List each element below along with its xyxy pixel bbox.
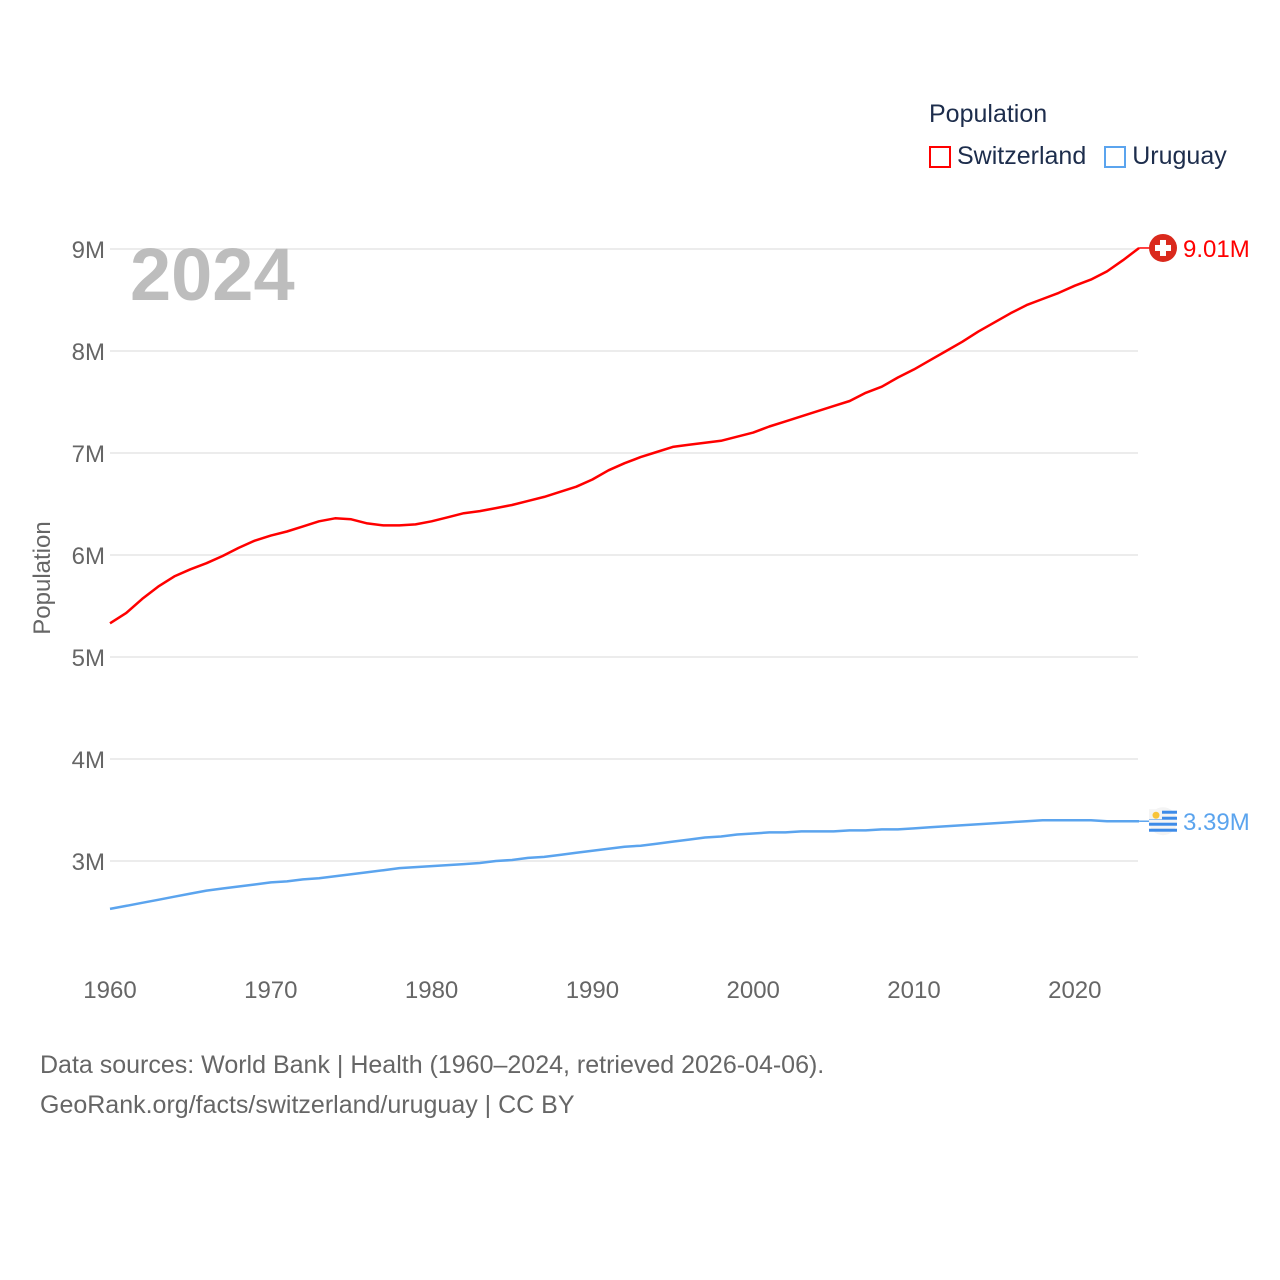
x-tick-label: 1980: [405, 977, 458, 1004]
y-tick-label: 8M: [72, 339, 105, 366]
series-line-switzerland: [109, 247, 1140, 625]
year-overlay: 2024: [130, 233, 295, 316]
x-tick-label: 1960: [83, 977, 136, 1004]
legend-item-switzerland[interactable]: Switzerland: [929, 142, 1086, 171]
legend-swatch: [929, 145, 951, 168]
y-tick-label: 7M: [72, 441, 105, 468]
uruguay-flag-icon: [1149, 807, 1177, 836]
end-value-label: 3.39M: [1183, 809, 1250, 836]
y-tick-label: 5M: [72, 645, 105, 672]
y-tick-label: 3M: [72, 849, 105, 876]
legend-label: Uruguay: [1132, 142, 1227, 170]
legend-label: Switzerland: [957, 142, 1087, 170]
footer: Data sources: World Bank | Health (1960–…: [40, 1045, 824, 1125]
legend: Switzerland Uruguay: [929, 142, 1227, 171]
y-tick-label: 6M: [72, 543, 105, 570]
x-tick-label: 1970: [244, 977, 297, 1004]
y-tick-label: 4M: [72, 747, 105, 774]
switzerland-flag-icon: [1149, 233, 1177, 262]
attribution-link[interactable]: GeoRank.org/facts/switzerland/uruguay | …: [40, 1091, 575, 1119]
y-tick-label: 9M: [72, 237, 105, 264]
x-tick-label: 2010: [887, 977, 940, 1004]
legend-swatch: [1104, 145, 1127, 168]
x-tick-label: 2020: [1048, 977, 1101, 1004]
y-axis-label: Population: [29, 521, 56, 634]
x-tick-label: 2000: [727, 977, 780, 1004]
data-source-text: Data sources: World Bank | Health (1960–…: [40, 1051, 825, 1079]
legend-title: Population: [929, 100, 1048, 128]
legend-item-uruguay[interactable]: Uruguay: [1104, 142, 1227, 171]
series-line-uruguay: [109, 818, 1140, 911]
end-value-label: 9.01M: [1183, 236, 1250, 263]
x-tick-label: 1990: [566, 977, 619, 1004]
